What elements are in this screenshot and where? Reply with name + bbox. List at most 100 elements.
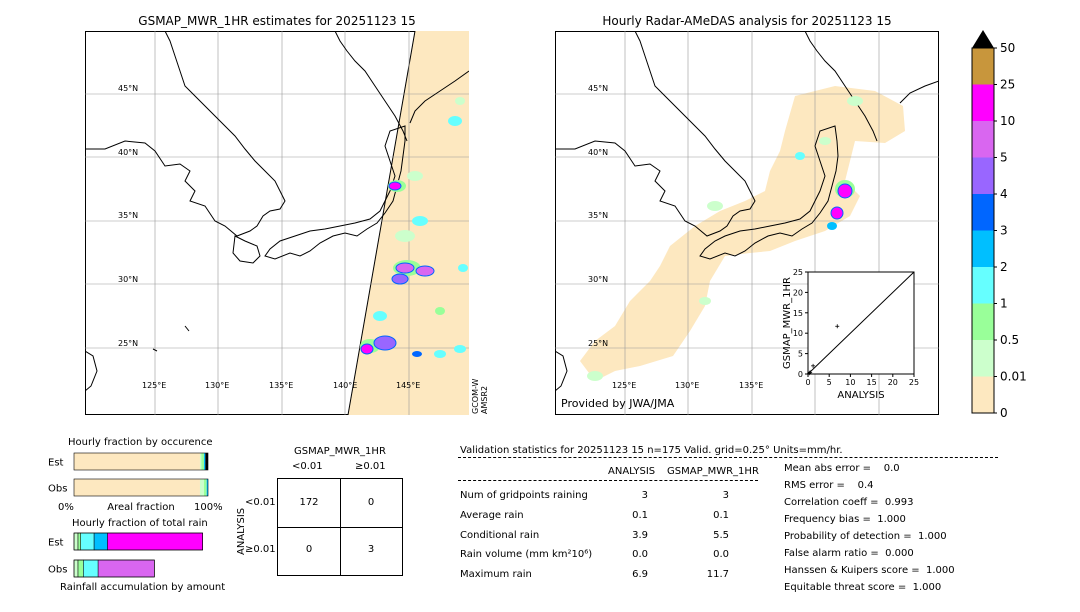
bar-segment [97,559,155,578]
scatter-y-tick-label: 25 [793,268,803,277]
stat-analysis: 3.9 [632,530,648,541]
scatter-point [835,324,840,329]
bar-segment [74,453,200,470]
left-lat-label: 35°N [118,211,139,220]
stat-analysis: 3 [641,490,648,501]
right-lat-label: 45°N [588,84,609,93]
left-lon-label: 140°E [333,381,358,390]
scatter-x-tick-label: 5 [827,378,832,387]
left-lat-label: 40°N [118,148,139,157]
right-lat-label: 35°N [588,211,609,220]
colorbar-label: 0.5 [1000,333,1019,347]
stat-label: Rain volume (mm km²10⁶) [460,549,593,560]
colorbar-label: 50 [1000,41,1015,55]
category-label: Est [48,538,64,549]
contingency-cell: 0 [367,497,375,508]
colorbar: 50 25 10 5 4 3 2 1 0.5 0.01 0 [971,30,1027,420]
contingency-cell: 0 [305,544,313,555]
axis-xlabel: Areal fraction [107,502,174,513]
right-coastlines [555,31,939,392]
score-line: Mean abs error = 0.0 [784,463,900,474]
bar-segment [203,479,207,496]
scatter-x-tick-label: 25 [909,378,919,387]
contingency-row-header: ≥0.01 [245,544,276,555]
bar-segment [74,479,200,496]
colorbar-label: 25 [1000,78,1015,92]
score-line: Probability of detection = 1.000 [784,531,947,542]
scatter-plot: 0 5 10 15 20 25 0 5 10 15 20 25 ANALYSIS GSMAP_MWR_1H… [782,268,919,401]
scatter-x-tick-label: 20 [888,378,898,387]
contingency-table: 172 0 0 3 [277,478,403,576]
right-lat-label: 40°N [588,148,609,157]
stat-label: Maximum rain [460,569,532,580]
colorbar-label: 2 [1000,260,1008,274]
colorbar-segment [972,303,994,340]
scatter-x-tick-label: 0 [805,378,810,387]
colorbar-segment [972,121,994,158]
score-line: Hanssen & Kuipers score = 1.000 [784,565,955,576]
right-lat-label: 25°N [588,339,609,348]
bar-segment [203,453,206,470]
total-rain-chart: Est Obs Rainfall accumulation by amount [48,532,225,593]
score-line: RMS error = 0.4 [784,480,874,491]
stat-gsmap: 0.0 [713,549,729,560]
scatter-point [811,363,816,368]
left-lat-label: 30°N [118,275,139,284]
colorbar-label: 1 [1000,297,1008,311]
bar-frame [73,452,209,471]
right-rain-cells [587,96,863,381]
stat-gsmap: 11.7 [706,569,729,580]
provider-label: Provided by JWA/JMA [561,397,675,410]
right-lon-label: 125°E [612,381,637,390]
scatter-y-tick-label: 15 [793,309,803,318]
right-lon-label: 130°E [675,381,700,390]
stats-row: Num of gridpoints raining 3 3 [460,490,760,504]
bar-segment [80,532,95,551]
colorbar-segment [972,267,994,304]
left-lat-label: 25°N [118,339,139,348]
stat-label: Conditional rain [460,530,540,541]
bar-frame [73,478,209,497]
colorbar-label: 10 [1000,114,1015,128]
bar-segment [206,479,208,496]
bar-segment [77,559,84,578]
col-analysis-header: ANALYSIS [608,466,656,477]
col-gsmap-header: GSMAP_MWR_1HR [667,466,759,477]
stat-gsmap: 5.5 [713,530,729,541]
left-lon-label: 130°E [205,381,230,390]
stats-row: Maximum rain 6.9 11.7 [460,569,760,583]
bar-frame [73,559,155,578]
stats-row: Average rain 0.1 0.1 [460,510,760,524]
validation-header: Validation statistics for 20251123 15 n=… [460,445,843,456]
colorbar-arrow [972,30,994,48]
bar-segment [93,532,108,551]
category-label: Obs [48,565,67,576]
contingency-title: GSMAP_MWR_1HR [294,446,386,457]
bar-segment [201,453,204,470]
bar-segment [83,559,99,578]
right-lon-label: 135°E [739,381,764,390]
bar-frame [73,532,203,551]
score-line: False alarm ratio = 0.000 [784,548,914,559]
occurrence-title: Hourly fraction by occurence [68,437,213,448]
colorbar-segment [972,48,994,85]
colorbar-segment [972,230,994,267]
scatter-point [808,370,813,375]
bar-segment [205,453,208,470]
contingency-cell: 172 [299,497,319,508]
axis-tick-label: 100% [194,502,223,513]
scatter-x-tick-label: 15 [867,378,877,387]
colorbar-label: 0.01 [1000,370,1027,384]
occurrence-chart: Est Obs 0% 100% Areal fraction [48,452,223,513]
scatter-diagonal [807,271,915,375]
table-divider [458,480,758,481]
colorbar-label: 0 [1000,406,1008,420]
contingency-col-header: ≥0.01 [355,461,386,472]
left-lon-label: 135°E [269,381,294,390]
contingency-row-header: <0.01 [245,497,276,508]
left-lon-label: 145°E [396,381,421,390]
stat-analysis: 0.1 [632,510,648,521]
colorbar-label: 3 [1000,224,1008,238]
stat-analysis: 0.0 [632,549,648,560]
left-rain-cells [360,97,468,358]
